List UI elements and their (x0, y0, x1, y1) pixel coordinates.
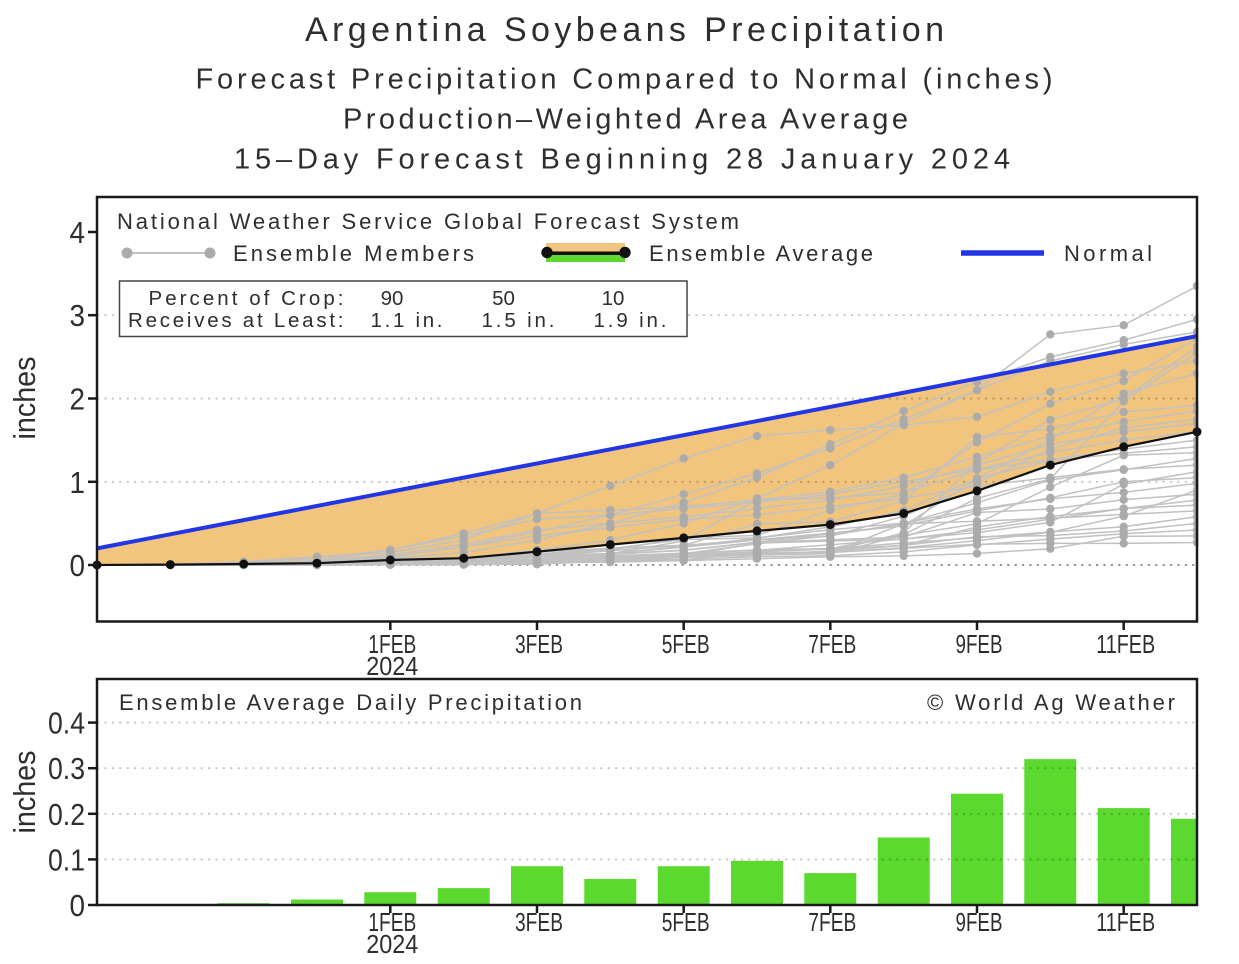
svg-text:inches: inches (7, 751, 42, 834)
svg-text:Argentina Soybeans Precipitati: Argentina Soybeans Precipitation (305, 11, 944, 49)
svg-text:7FEB: 7FEB (808, 629, 856, 659)
svg-text:9FEB: 9FEB (956, 907, 1003, 937)
svg-text:3: 3 (70, 298, 86, 333)
svg-text:11FEB: 11FEB (1096, 629, 1155, 659)
svg-text:7FEB: 7FEB (808, 907, 856, 937)
svg-text:0.3: 0.3 (48, 751, 85, 786)
svg-text:0: 0 (70, 888, 86, 923)
svg-text:2024: 2024 (366, 929, 418, 959)
svg-text:0.2: 0.2 (48, 797, 85, 832)
svg-text:2: 2 (70, 382, 86, 417)
svg-text:Production–Weighted Area Avera: Production–Weighted Area Average (343, 104, 908, 136)
svg-text:90: 90 (381, 287, 404, 310)
svg-text:11FEB: 11FEB (1096, 907, 1155, 937)
svg-text:2024: 2024 (366, 651, 418, 681)
svg-text:0.4: 0.4 (48, 706, 85, 741)
svg-text:50: 50 (492, 287, 515, 310)
svg-text:© World Ag Weather: © World Ag Weather (927, 690, 1175, 715)
svg-text:1.9 in.: 1.9 in. (594, 309, 667, 332)
svg-text:1.5 in.: 1.5 in. (482, 309, 555, 332)
svg-text:0: 0 (70, 548, 86, 583)
svg-text:Percent of Crop:: Percent of Crop: (149, 287, 344, 310)
svg-text:0.1: 0.1 (48, 842, 85, 877)
svg-text:Ensemble Average: Ensemble Average (649, 241, 873, 266)
svg-text:15–Day Forecast Beginning 28 J: 15–Day Forecast Beginning 28 January 202… (234, 144, 1010, 176)
svg-text:10: 10 (602, 287, 625, 310)
svg-text:Receives at Least:: Receives at Least: (128, 309, 344, 332)
svg-text:3FEB: 3FEB (515, 907, 563, 937)
svg-text:1FEB: 1FEB (368, 629, 416, 659)
svg-text:1FEB: 1FEB (368, 907, 416, 937)
svg-text:3FEB: 3FEB (515, 629, 563, 659)
svg-text:9FEB: 9FEB (956, 629, 1003, 659)
svg-text:inches: inches (7, 357, 42, 440)
svg-text:1: 1 (70, 465, 86, 500)
svg-text:5FEB: 5FEB (662, 629, 710, 659)
svg-text:1.1 in.: 1.1 in. (371, 309, 443, 332)
svg-text:5FEB: 5FEB (662, 907, 710, 937)
svg-text:4: 4 (70, 215, 86, 250)
svg-text:National Weather Service Globa: National Weather Service Global Forecast… (117, 209, 739, 234)
svg-text:Forecast Precipitation Compare: Forecast Precipitation Compared to Norma… (196, 64, 1053, 96)
